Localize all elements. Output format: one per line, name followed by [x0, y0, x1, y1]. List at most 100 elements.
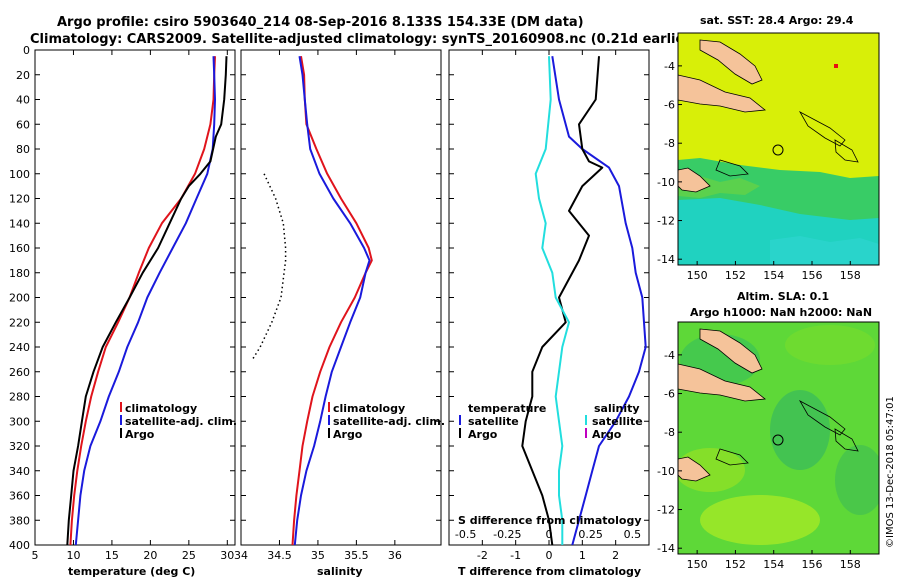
- difference-legend: temperature satellite Argo salinity sate…: [459, 402, 643, 441]
- temperature-panel: 0 20 40 60 80 100 120 140 160 180 200 220 240 260 280 3…: [9, 44, 237, 578]
- x-tick-label: 30: [220, 549, 234, 562]
- legend-temperature-head: temperature: [468, 402, 546, 415]
- series-temperature-satellite: [551, 56, 647, 545]
- temperature-legend: climatology satellite-adj. clim. Argo: [120, 402, 237, 441]
- salinity-x-ticks: 34 34.5 35 35.5 36: [234, 49, 441, 562]
- sst-land: [678, 39, 859, 193]
- depth-tick-label: 300: [9, 415, 30, 428]
- x-tick-label: -2: [477, 549, 488, 562]
- depth-tick-labels: 0 20 40 60 80 100 120 140 160 180 200 220 240 260 280 3…: [9, 44, 30, 552]
- lon-tick-label: 158: [840, 269, 861, 282]
- lon-tick-label: 154: [763, 558, 784, 571]
- s-difference-xlabel: S difference from climatology: [458, 514, 642, 527]
- depth-tick-label: 380: [9, 514, 30, 527]
- sst-map-title: sat. SST: 28.4 Argo: 29.4: [700, 14, 854, 27]
- title-line-2: Climatology: CARS2009. Satellite-adjuste…: [30, 32, 697, 47]
- lon-tick-label: 156: [802, 558, 823, 571]
- s-diff-tick-label: -0.5: [455, 528, 476, 541]
- t-difference-xlabel: T difference from climatology: [458, 565, 641, 578]
- series-argo: [66, 56, 228, 545]
- lat-tick-label: -8: [664, 137, 675, 150]
- difference-salinity-ticks: -0.5 -0.25 0 0.25 0.5: [455, 528, 641, 541]
- depth-tick-label: 240: [9, 341, 30, 354]
- sla-map-subtitle: Argo h1000: NaN h2000: NaN: [690, 306, 872, 319]
- salinity-legend: climatology satellite-adj. clim. Argo: [328, 402, 445, 441]
- lat-tick-label: -14: [657, 542, 675, 555]
- x-tick-label: 20: [143, 549, 157, 562]
- depth-tick-label: 40: [16, 94, 30, 107]
- x-tick-label: 15: [105, 549, 119, 562]
- sst-profile-marker: [772, 144, 784, 156]
- lon-tick-label: 156: [802, 269, 823, 282]
- x-tick-label: -1: [510, 549, 521, 562]
- x-tick-label: 2: [612, 549, 619, 562]
- series-satellite-adj-clim-: [74, 56, 216, 545]
- depth-tick-label: 400: [9, 539, 30, 552]
- depth-tick-label: 140: [9, 217, 30, 230]
- lon-tick-label: 154: [763, 269, 784, 282]
- x-tick-label: 1: [579, 549, 586, 562]
- x-tick-label: 34.5: [267, 549, 292, 562]
- legend-salinity-satellite: satellite: [592, 415, 643, 428]
- difference-series: [521, 56, 647, 545]
- salinity-axes: [240, 49, 442, 546]
- x-tick-label: 5: [32, 549, 39, 562]
- x-tick-label: 25: [182, 549, 196, 562]
- salinity-panel: 34 34.5 35 35.5 36 salinity climatology sate…: [234, 49, 445, 578]
- difference-panel: -2 -1 0 1 2 -0.5 -0.25 0 0.25 0.5 S difference f…: [448, 49, 650, 578]
- series-satellite-adj-clim-: [293, 56, 371, 545]
- x-tick-label: 35.5: [344, 549, 369, 562]
- lat-tick-label: -8: [664, 426, 675, 439]
- x-tick-label: 35: [311, 549, 325, 562]
- lat-tick-label: -10: [657, 465, 675, 478]
- depth-tick-label: 20: [16, 69, 30, 82]
- lat-tick-label: -4: [664, 60, 675, 73]
- x-tick-label: 10: [66, 549, 80, 562]
- lon-tick-label: 152: [725, 558, 746, 571]
- legend-argo: Argo: [125, 428, 155, 441]
- sst-map-lat-ticks: -4 -6 -8 -10 -12 -14: [657, 60, 682, 266]
- depth-tick-label: 100: [9, 168, 30, 181]
- legend-climatology: climatology: [125, 402, 197, 415]
- depth-tick-label: 80: [16, 143, 30, 156]
- depth-tick-label: 320: [9, 440, 30, 453]
- depth-tick-label: 120: [9, 193, 30, 206]
- x-tick-label: 36: [388, 549, 402, 562]
- lon-tick-label: 150: [687, 269, 708, 282]
- legend-salinity-head: salinity: [594, 402, 640, 415]
- sst-map-lon-ticks: 150 152 154 156 158: [687, 261, 861, 282]
- salinity-legend-argo: Argo: [333, 428, 363, 441]
- depth-tick-label: 180: [9, 267, 30, 280]
- lat-tick-label: -6: [664, 388, 675, 401]
- x-tick-label: 0: [546, 549, 553, 562]
- s-diff-tick-label: -0.25: [493, 528, 521, 541]
- depth-tick-label: 60: [16, 118, 30, 131]
- temperature-xlabel: temperature (deg C): [68, 565, 195, 578]
- lat-tick-label: -12: [657, 215, 675, 228]
- lat-tick-label: -6: [664, 99, 675, 112]
- sla-map-lat-ticks: -4 -6 -8 -10 -12 -14: [657, 349, 682, 555]
- sla-land: [678, 328, 859, 482]
- sla-map-lon-ticks: 150 152 154 156 158: [687, 550, 861, 571]
- legend-temperature-argo: Argo: [468, 428, 498, 441]
- lat-tick-label: -10: [657, 176, 675, 189]
- series-dotted: [251, 173, 287, 360]
- series-temperature-argo: [521, 56, 604, 545]
- depth-tick-label: 280: [9, 391, 30, 404]
- title-line-1: Argo profile: csiro 5903640_214 08-Sep-2…: [57, 15, 584, 30]
- salinity-series: [251, 56, 373, 545]
- sla-map-title: Altim. SLA: 0.1: [737, 290, 829, 303]
- lon-tick-label: 152: [725, 269, 746, 282]
- depth-tick-label: 0: [23, 44, 30, 57]
- salinity-legend-satellite-adj: satellite-adj. clim.: [333, 415, 445, 428]
- lat-tick-label: -4: [664, 349, 675, 362]
- s-diff-tick-label: 0.25: [578, 528, 603, 541]
- series-climatology: [291, 56, 373, 545]
- s-diff-tick-label: 0.5: [624, 528, 642, 541]
- sla-profile-marker: [772, 434, 784, 446]
- legend-salinity-argo: Argo: [592, 428, 622, 441]
- series-salinity-satellite: [534, 56, 570, 545]
- difference-x-ticks: -2 -1 0 1 2: [449, 49, 649, 562]
- depth-tick-label: 340: [9, 465, 30, 478]
